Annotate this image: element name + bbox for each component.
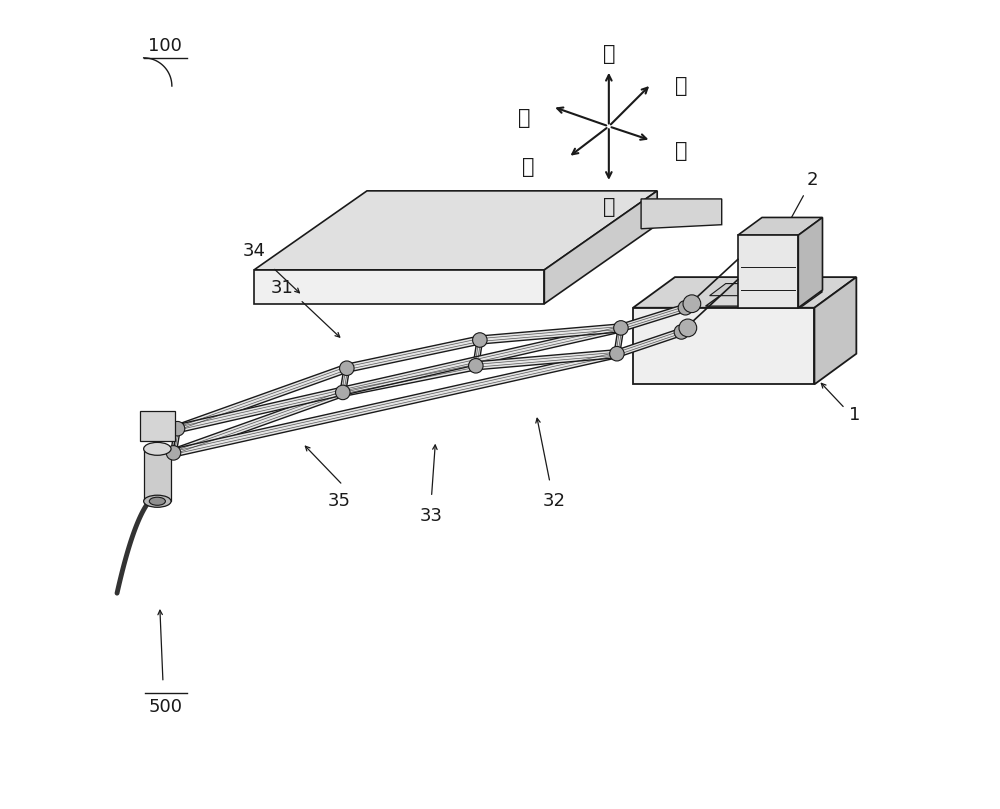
Text: 31: 31 (271, 278, 294, 297)
Polygon shape (475, 349, 617, 370)
Text: 上: 上 (603, 44, 615, 64)
Polygon shape (544, 191, 657, 303)
Polygon shape (172, 388, 344, 456)
Text: 1: 1 (849, 406, 860, 424)
Polygon shape (633, 277, 856, 307)
Polygon shape (614, 328, 624, 354)
Polygon shape (480, 324, 621, 344)
Circle shape (614, 320, 628, 335)
Text: 33: 33 (420, 506, 443, 525)
Circle shape (469, 358, 483, 373)
Circle shape (674, 324, 689, 339)
Polygon shape (171, 428, 180, 453)
Polygon shape (620, 304, 687, 332)
Text: 100: 100 (148, 36, 182, 55)
Polygon shape (173, 349, 618, 457)
Ellipse shape (144, 495, 171, 507)
Polygon shape (616, 328, 683, 357)
Circle shape (683, 294, 701, 312)
Polygon shape (473, 340, 483, 366)
Polygon shape (176, 364, 348, 433)
Circle shape (166, 446, 181, 460)
Text: 32: 32 (543, 492, 566, 510)
Text: 2: 2 (806, 172, 818, 189)
Polygon shape (340, 368, 350, 393)
Polygon shape (798, 218, 822, 307)
Circle shape (610, 346, 624, 361)
Text: 35: 35 (327, 492, 350, 510)
Circle shape (679, 319, 697, 337)
Circle shape (678, 300, 693, 315)
Ellipse shape (149, 498, 165, 506)
Polygon shape (633, 307, 814, 384)
Circle shape (170, 421, 185, 436)
Polygon shape (814, 277, 856, 384)
Text: 500: 500 (148, 698, 182, 716)
Circle shape (340, 361, 354, 375)
Polygon shape (710, 284, 758, 295)
Polygon shape (346, 336, 481, 372)
Polygon shape (144, 449, 171, 502)
Text: 下: 下 (603, 197, 615, 217)
Text: 前: 前 (522, 157, 534, 176)
Text: 左: 左 (675, 141, 688, 160)
Circle shape (473, 332, 487, 347)
Polygon shape (140, 411, 175, 441)
Polygon shape (738, 218, 822, 235)
Polygon shape (738, 235, 798, 307)
Circle shape (336, 385, 350, 400)
Polygon shape (641, 199, 722, 229)
Text: 右: 右 (518, 108, 530, 129)
Polygon shape (342, 362, 477, 396)
Text: 34: 34 (243, 243, 266, 260)
Polygon shape (706, 291, 822, 306)
Polygon shape (254, 191, 657, 270)
Polygon shape (254, 270, 544, 303)
Polygon shape (177, 324, 622, 433)
Ellipse shape (144, 443, 171, 455)
Text: 后: 后 (675, 76, 688, 96)
